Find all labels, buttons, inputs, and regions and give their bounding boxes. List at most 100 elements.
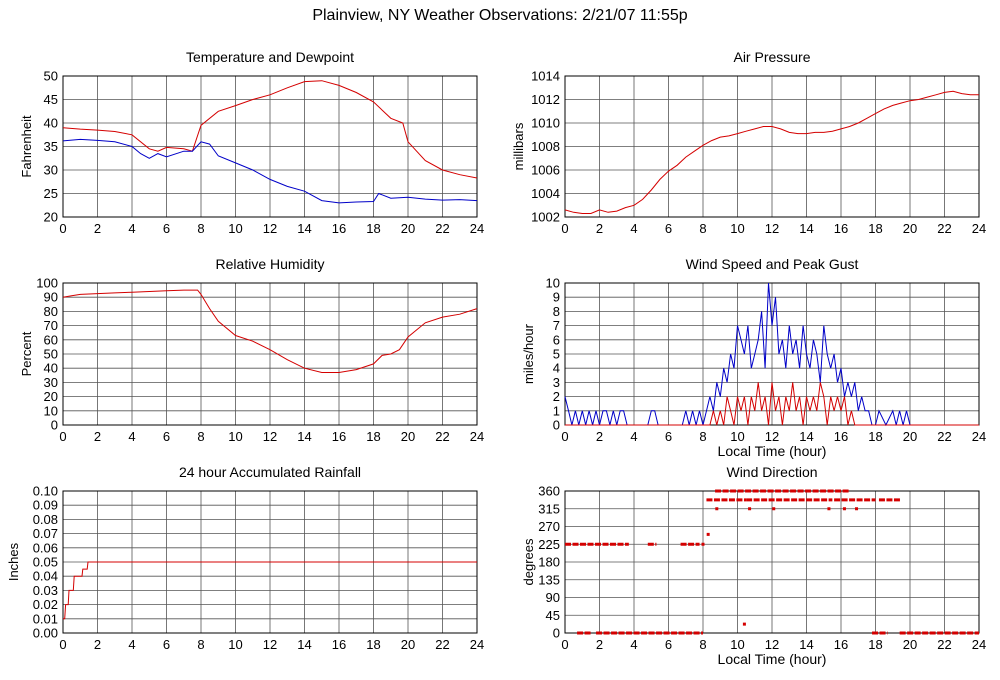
y-tick-label: 225 xyxy=(538,537,560,552)
chart-rain: 0 2 4 6 8 10 12 14 16 18 20 22 240.000.010.020.030.0… xyxy=(6,464,484,652)
y-tick-label: 0.02 xyxy=(33,597,58,612)
x-tick-label: 8 xyxy=(197,221,204,236)
y-tick-label: 45 xyxy=(44,92,58,107)
series-line-pressure-0 xyxy=(564,90,979,214)
x-tick-label: 16 xyxy=(834,637,848,652)
y-tick-label: 9 xyxy=(553,290,560,305)
y-tick-label: 1014 xyxy=(531,69,560,84)
plot-frame xyxy=(62,75,478,218)
chart-title: Relative Humidity xyxy=(216,256,325,272)
x-tick-label: 8 xyxy=(197,429,204,444)
direction-point xyxy=(748,507,752,511)
x-tick-label: 20 xyxy=(903,429,917,444)
direction-point xyxy=(701,542,705,546)
y-tick-label: 2 xyxy=(553,389,560,404)
y-tick-label: 90 xyxy=(546,590,560,605)
x-axis-label: Local Time (hour) xyxy=(718,651,827,667)
y-tick-label: 7 xyxy=(553,318,560,333)
y-tick-label: 8 xyxy=(553,304,560,319)
x-tick-label: 24 xyxy=(470,221,484,236)
x-tick-label: 22 xyxy=(937,637,951,652)
series-line-temp-0 xyxy=(62,80,478,179)
y-tick-label: 70 xyxy=(44,318,58,333)
y-tick-label: 10 xyxy=(546,276,560,291)
y-tick-label: 100 xyxy=(36,276,58,291)
y-tick-label: 20 xyxy=(44,389,58,404)
x-tick-label: 16 xyxy=(834,221,848,236)
chart-title: Air Pressure xyxy=(733,49,810,65)
chart-title: 24 hour Accumulated Rainfall xyxy=(179,464,361,480)
x-tick-label: 16 xyxy=(834,429,848,444)
x-tick-label: 20 xyxy=(401,429,415,444)
x-tick-label: 12 xyxy=(765,221,779,236)
y-tick-label: 40 xyxy=(44,361,58,376)
x-tick-label: 0 xyxy=(59,429,66,444)
x-tick-label: 6 xyxy=(163,637,170,652)
y-tick-label: 1012 xyxy=(531,92,560,107)
x-tick-label: 24 xyxy=(470,637,484,652)
x-tick-label: 4 xyxy=(630,429,637,444)
x-tick-label: 14 xyxy=(799,637,813,652)
y-axis-label: Inches xyxy=(6,542,21,581)
x-tick-label: 8 xyxy=(197,637,204,652)
x-tick-label: 2 xyxy=(596,637,603,652)
y-tick-label: 1008 xyxy=(531,139,560,154)
x-tick-label: 8 xyxy=(699,637,706,652)
x-tick-label: 6 xyxy=(665,637,672,652)
y-tick-label: 25 xyxy=(44,186,58,201)
x-tick-label: 8 xyxy=(699,221,706,236)
y-tick-label: 3 xyxy=(553,375,560,390)
x-tick-label: 4 xyxy=(128,637,135,652)
x-tick-label: 22 xyxy=(435,221,449,236)
x-tick-label: 10 xyxy=(228,637,242,652)
x-tick-label: 14 xyxy=(297,637,311,652)
x-tick-label: 4 xyxy=(128,429,135,444)
x-tick-label: 8 xyxy=(699,429,706,444)
y-tick-label: 0.09 xyxy=(33,498,58,513)
chart-title: Temperature and Dewpoint xyxy=(186,49,354,65)
x-tick-label: 12 xyxy=(263,221,277,236)
y-axis-label: miles/hour xyxy=(521,323,536,384)
direction-point xyxy=(772,507,776,511)
series-line-wind-0 xyxy=(564,282,979,427)
x-tick-label: 16 xyxy=(332,637,346,652)
y-tick-label: 0 xyxy=(553,626,560,641)
x-tick-label: 10 xyxy=(730,637,744,652)
chart-title: Wind Direction xyxy=(726,464,817,480)
x-tick-label: 18 xyxy=(868,637,882,652)
x-tick-label: 0 xyxy=(59,637,66,652)
x-tick-label: 22 xyxy=(435,637,449,652)
x-tick-label: 6 xyxy=(163,429,170,444)
x-tick-label: 16 xyxy=(332,429,346,444)
x-tick-label: 24 xyxy=(972,429,986,444)
x-tick-label: 0 xyxy=(561,637,568,652)
x-tick-label: 20 xyxy=(903,221,917,236)
y-tick-label: 50 xyxy=(44,347,58,362)
x-tick-label: 2 xyxy=(94,429,101,444)
y-tick-label: 1006 xyxy=(531,163,560,178)
x-tick-label: 18 xyxy=(868,429,882,444)
x-tick-label: 6 xyxy=(665,429,672,444)
y-axis-label: degrees xyxy=(521,538,536,585)
page-title: Plainview, NY Weather Observations: 2/21… xyxy=(312,7,688,24)
y-tick-label: 315 xyxy=(538,501,560,516)
y-tick-label: 4 xyxy=(553,361,560,376)
x-tick-label: 14 xyxy=(799,221,813,236)
plot-frame xyxy=(564,282,980,426)
direction-point xyxy=(842,507,846,511)
x-tick-label: 2 xyxy=(94,637,101,652)
series-line-humidity-0 xyxy=(62,289,478,373)
x-tick-label: 12 xyxy=(263,637,277,652)
x-tick-label: 0 xyxy=(59,221,66,236)
y-tick-label: 1002 xyxy=(531,210,560,225)
y-tick-label: 30 xyxy=(44,375,58,390)
y-tick-label: 0 xyxy=(51,418,58,433)
x-tick-label: 4 xyxy=(128,221,135,236)
x-tick-label: 6 xyxy=(665,221,672,236)
series-line-rain-0 xyxy=(63,561,477,620)
x-tick-label: 22 xyxy=(937,429,951,444)
x-tick-label: 0 xyxy=(561,429,568,444)
y-tick-label: 80 xyxy=(44,304,58,319)
x-tick-label: 14 xyxy=(799,429,813,444)
